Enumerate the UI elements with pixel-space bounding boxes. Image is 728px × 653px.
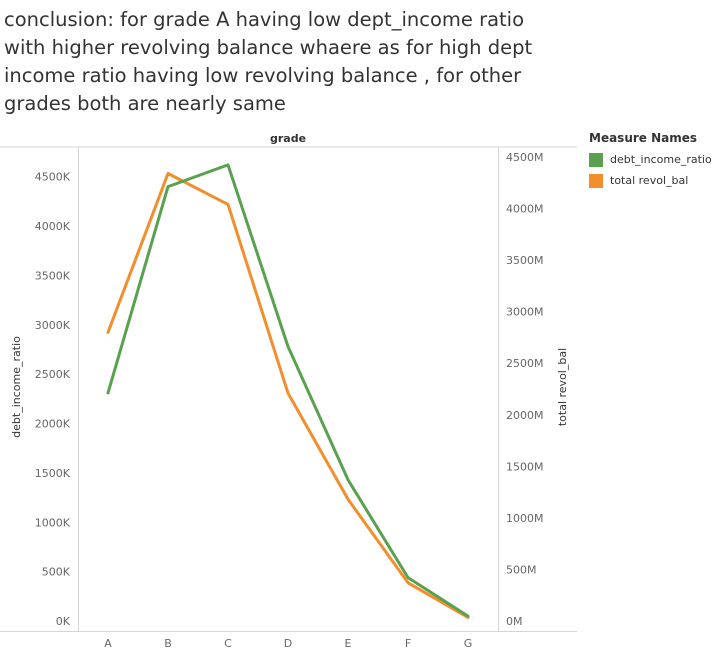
left-tick-label: 2000K <box>35 418 71 431</box>
legend-item-debt-income-ratio[interactable]: debt_income_ratio <box>589 149 712 170</box>
right-tick-label: 4500M <box>506 151 544 164</box>
series-group <box>106 163 470 619</box>
left-tick-label: 0K <box>56 615 71 628</box>
left-tick-label: 4000K <box>35 220 71 233</box>
legend: Measure Names debt_income_ratio total re… <box>589 131 712 191</box>
data-point[interactable] <box>286 345 290 348</box>
legend-title: Measure Names <box>589 131 698 145</box>
x-axis-ticks: A B C D E F G <box>104 637 472 650</box>
left-axis-ticks: 0K 500K 1000K 1500K 2000K 2500K 3000K 3500K 4000… <box>35 171 71 628</box>
data-point[interactable] <box>166 185 170 188</box>
x-tick-label: F <box>405 637 411 650</box>
left-tick-label: 1500K <box>35 467 71 480</box>
left-tick-label: 3500K <box>35 269 71 282</box>
grade-header: grade <box>270 132 306 145</box>
right-tick-label: 4000M <box>506 203 544 216</box>
left-tick-label: 1000K <box>35 516 71 529</box>
data-point[interactable] <box>346 498 350 501</box>
right-axis-ticks: 0M 500M 1000M 1500M 2000M 2500M 3000M 3500M 4000… <box>506 151 544 628</box>
legend-item-total-revol-bal[interactable]: total revol_bal <box>589 170 712 191</box>
left-tick-label: 2500K <box>35 368 71 381</box>
data-point[interactable] <box>106 391 110 395</box>
x-tick-label: G <box>464 637 473 650</box>
data-point[interactable] <box>226 163 230 167</box>
data-point[interactable] <box>166 172 170 175</box>
data-point[interactable] <box>406 581 410 585</box>
left-tick-label: 4500K <box>35 171 71 184</box>
chart-title: conclusion: for grade A having low dept_… <box>4 8 533 115</box>
x-tick-label: D <box>284 637 292 650</box>
right-tick-label: 0M <box>506 615 523 628</box>
data-point[interactable] <box>346 478 350 482</box>
right-axis-title: total revol_bal <box>556 348 569 426</box>
right-tick-label: 3500M <box>506 254 544 267</box>
left-tick-label: 3000K <box>35 319 71 332</box>
data-point[interactable] <box>286 391 290 395</box>
right-tick-label: 1000M <box>506 512 544 525</box>
x-tick-label: E <box>345 637 352 650</box>
right-tick-label: 1500M <box>506 460 544 473</box>
x-tick-label: C <box>224 637 232 650</box>
data-point[interactable] <box>106 331 110 334</box>
right-tick-label: 2500M <box>506 357 544 370</box>
data-point[interactable] <box>406 576 410 579</box>
right-tick-label: 500M <box>506 563 537 576</box>
data-point[interactable] <box>226 203 230 206</box>
right-tick-label: 3000M <box>506 306 544 319</box>
legend-label: total revol_bal <box>610 174 689 187</box>
legend-label: debt_income_ratio <box>610 153 712 166</box>
right-tick-label: 2000M <box>506 409 544 422</box>
data-point[interactable] <box>466 614 470 618</box>
legend-swatch <box>589 173 603 188</box>
x-tick-label: B <box>164 637 172 650</box>
left-axis-title: debt_income_ratio <box>10 336 23 438</box>
series-line-total-revol-bal[interactable] <box>106 172 470 619</box>
x-tick-label: A <box>104 637 112 650</box>
left-tick-label: 500K <box>42 566 71 579</box>
legend-swatch <box>589 152 603 167</box>
